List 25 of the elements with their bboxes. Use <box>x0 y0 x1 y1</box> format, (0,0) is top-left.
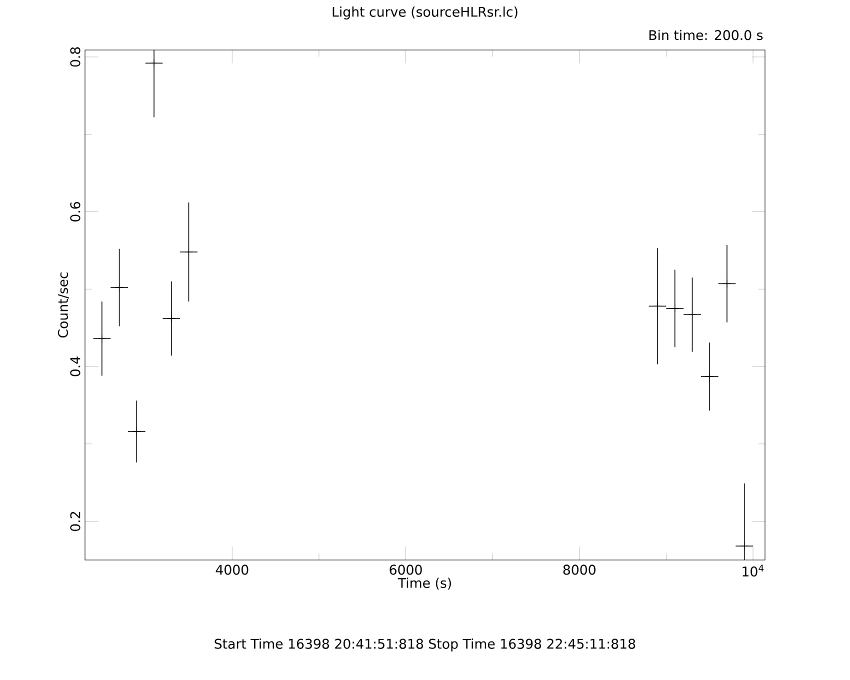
point <box>722 279 732 288</box>
y-tick-label: 0.6 <box>70 202 80 222</box>
x-tick-label: 4000 <box>216 564 248 575</box>
point <box>653 302 662 310</box>
chart-title: Light curve (sourceHLRsr.lc) <box>332 6 518 20</box>
x-tick-label: 10$^{4}$ <box>742 564 764 577</box>
y-axis-title: Count/sec <box>58 272 70 338</box>
point <box>670 304 680 313</box>
point <box>98 334 106 343</box>
y-tick-label: 0.2 <box>70 512 80 532</box>
point <box>705 372 714 381</box>
y-tick-label: 0.8 <box>70 47 80 67</box>
x-tick-label: 6000 <box>390 564 422 575</box>
point <box>740 542 749 550</box>
point <box>167 314 176 323</box>
x-tick-label: 8000 <box>563 564 596 575</box>
x-axis-title: Time (s) <box>398 578 451 590</box>
point <box>184 248 194 256</box>
text: Bin time: 200.0 s <box>649 30 763 40</box>
text: Start Time 16398 20:41:51:818 Stop Time 16398 22:45:11:818 <box>214 638 636 652</box>
point <box>150 58 158 68</box>
point <box>688 310 697 319</box>
point <box>115 283 124 292</box>
y-tick-label: 0.4 <box>70 356 80 376</box>
point <box>132 427 141 436</box>
